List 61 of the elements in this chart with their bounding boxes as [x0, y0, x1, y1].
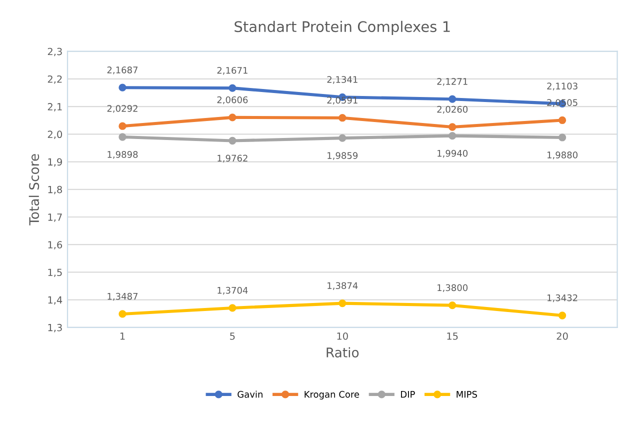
point — [338, 134, 346, 142]
y-tick-label: 2,2 — [48, 75, 62, 84]
legend-label: MIPS — [456, 390, 477, 398]
data-label: 1,3874 — [328, 282, 358, 290]
y-tick-label: 1,4 — [48, 296, 62, 305]
point — [448, 132, 456, 140]
legend-label: DIP — [401, 391, 415, 398]
point — [448, 123, 456, 131]
data-label: 2,1103 — [547, 82, 578, 90]
data-label: 2,0505 — [547, 99, 578, 107]
point — [338, 299, 346, 308]
data-label: 2,1341 — [327, 76, 358, 84]
data-label: 1,9859 — [328, 152, 358, 160]
y-tick-label: 1,5 — [48, 268, 62, 278]
y-tick-label: 2,0 — [48, 130, 62, 139]
point — [228, 304, 236, 312]
x-tick-label: 5 — [230, 332, 235, 340]
y-tick-label: 1,7 — [48, 214, 62, 222]
point — [118, 133, 126, 141]
data-label: 1,9898 — [108, 151, 138, 159]
data-label: 1,9762 — [218, 154, 248, 163]
data-label: 2,0591 — [327, 96, 358, 105]
x-tick-label: 20 — [556, 332, 568, 340]
y-tick-label: 2,1 — [48, 103, 62, 112]
x-tick-label: 10 — [337, 332, 348, 340]
data-label: 1,3487 — [108, 292, 138, 301]
legend-label: Gavin — [238, 390, 262, 398]
point — [448, 302, 456, 310]
x-axis-title: Ratio — [326, 347, 359, 358]
point — [338, 114, 346, 122]
data-label: 2,0606 — [217, 96, 248, 104]
data-label: 1,9880 — [548, 152, 578, 160]
data-label: 2,1271 — [437, 78, 468, 86]
data-label: 2,1687 — [107, 66, 138, 74]
data-label: 1,3432 — [548, 294, 578, 302]
data-label: 2,1671 — [217, 66, 248, 75]
data-label: 1,3800 — [438, 284, 468, 292]
point — [228, 84, 236, 92]
point — [558, 116, 566, 124]
data-label: 1,3704 — [218, 286, 248, 295]
data-label: 1,9940 — [438, 150, 468, 158]
y-tick-label: 2,3 — [48, 48, 62, 56]
data-label: 2,0292 — [107, 105, 138, 113]
data-label: 2,0260 — [437, 106, 468, 114]
legend-label: Krogan Core — [304, 390, 360, 400]
y-tick-label: 1,9 — [48, 158, 62, 167]
y-tick-label: 1,8 — [48, 186, 62, 194]
y-tick-label: 1,3 — [48, 324, 62, 332]
y-tick-label: 1,6 — [48, 241, 62, 250]
point — [228, 114, 236, 122]
y-axis-title: Total Score — [28, 154, 40, 226]
x-tick-label: 1 — [120, 332, 125, 340]
point — [448, 95, 456, 103]
point — [118, 122, 126, 130]
point — [228, 136, 236, 145]
x-tick-label: 15 — [447, 332, 458, 340]
chart-title: Standart Protein Complexes 1 — [234, 20, 450, 35]
point — [558, 134, 566, 142]
point — [558, 312, 566, 320]
point — [118, 84, 126, 92]
point — [118, 310, 126, 318]
